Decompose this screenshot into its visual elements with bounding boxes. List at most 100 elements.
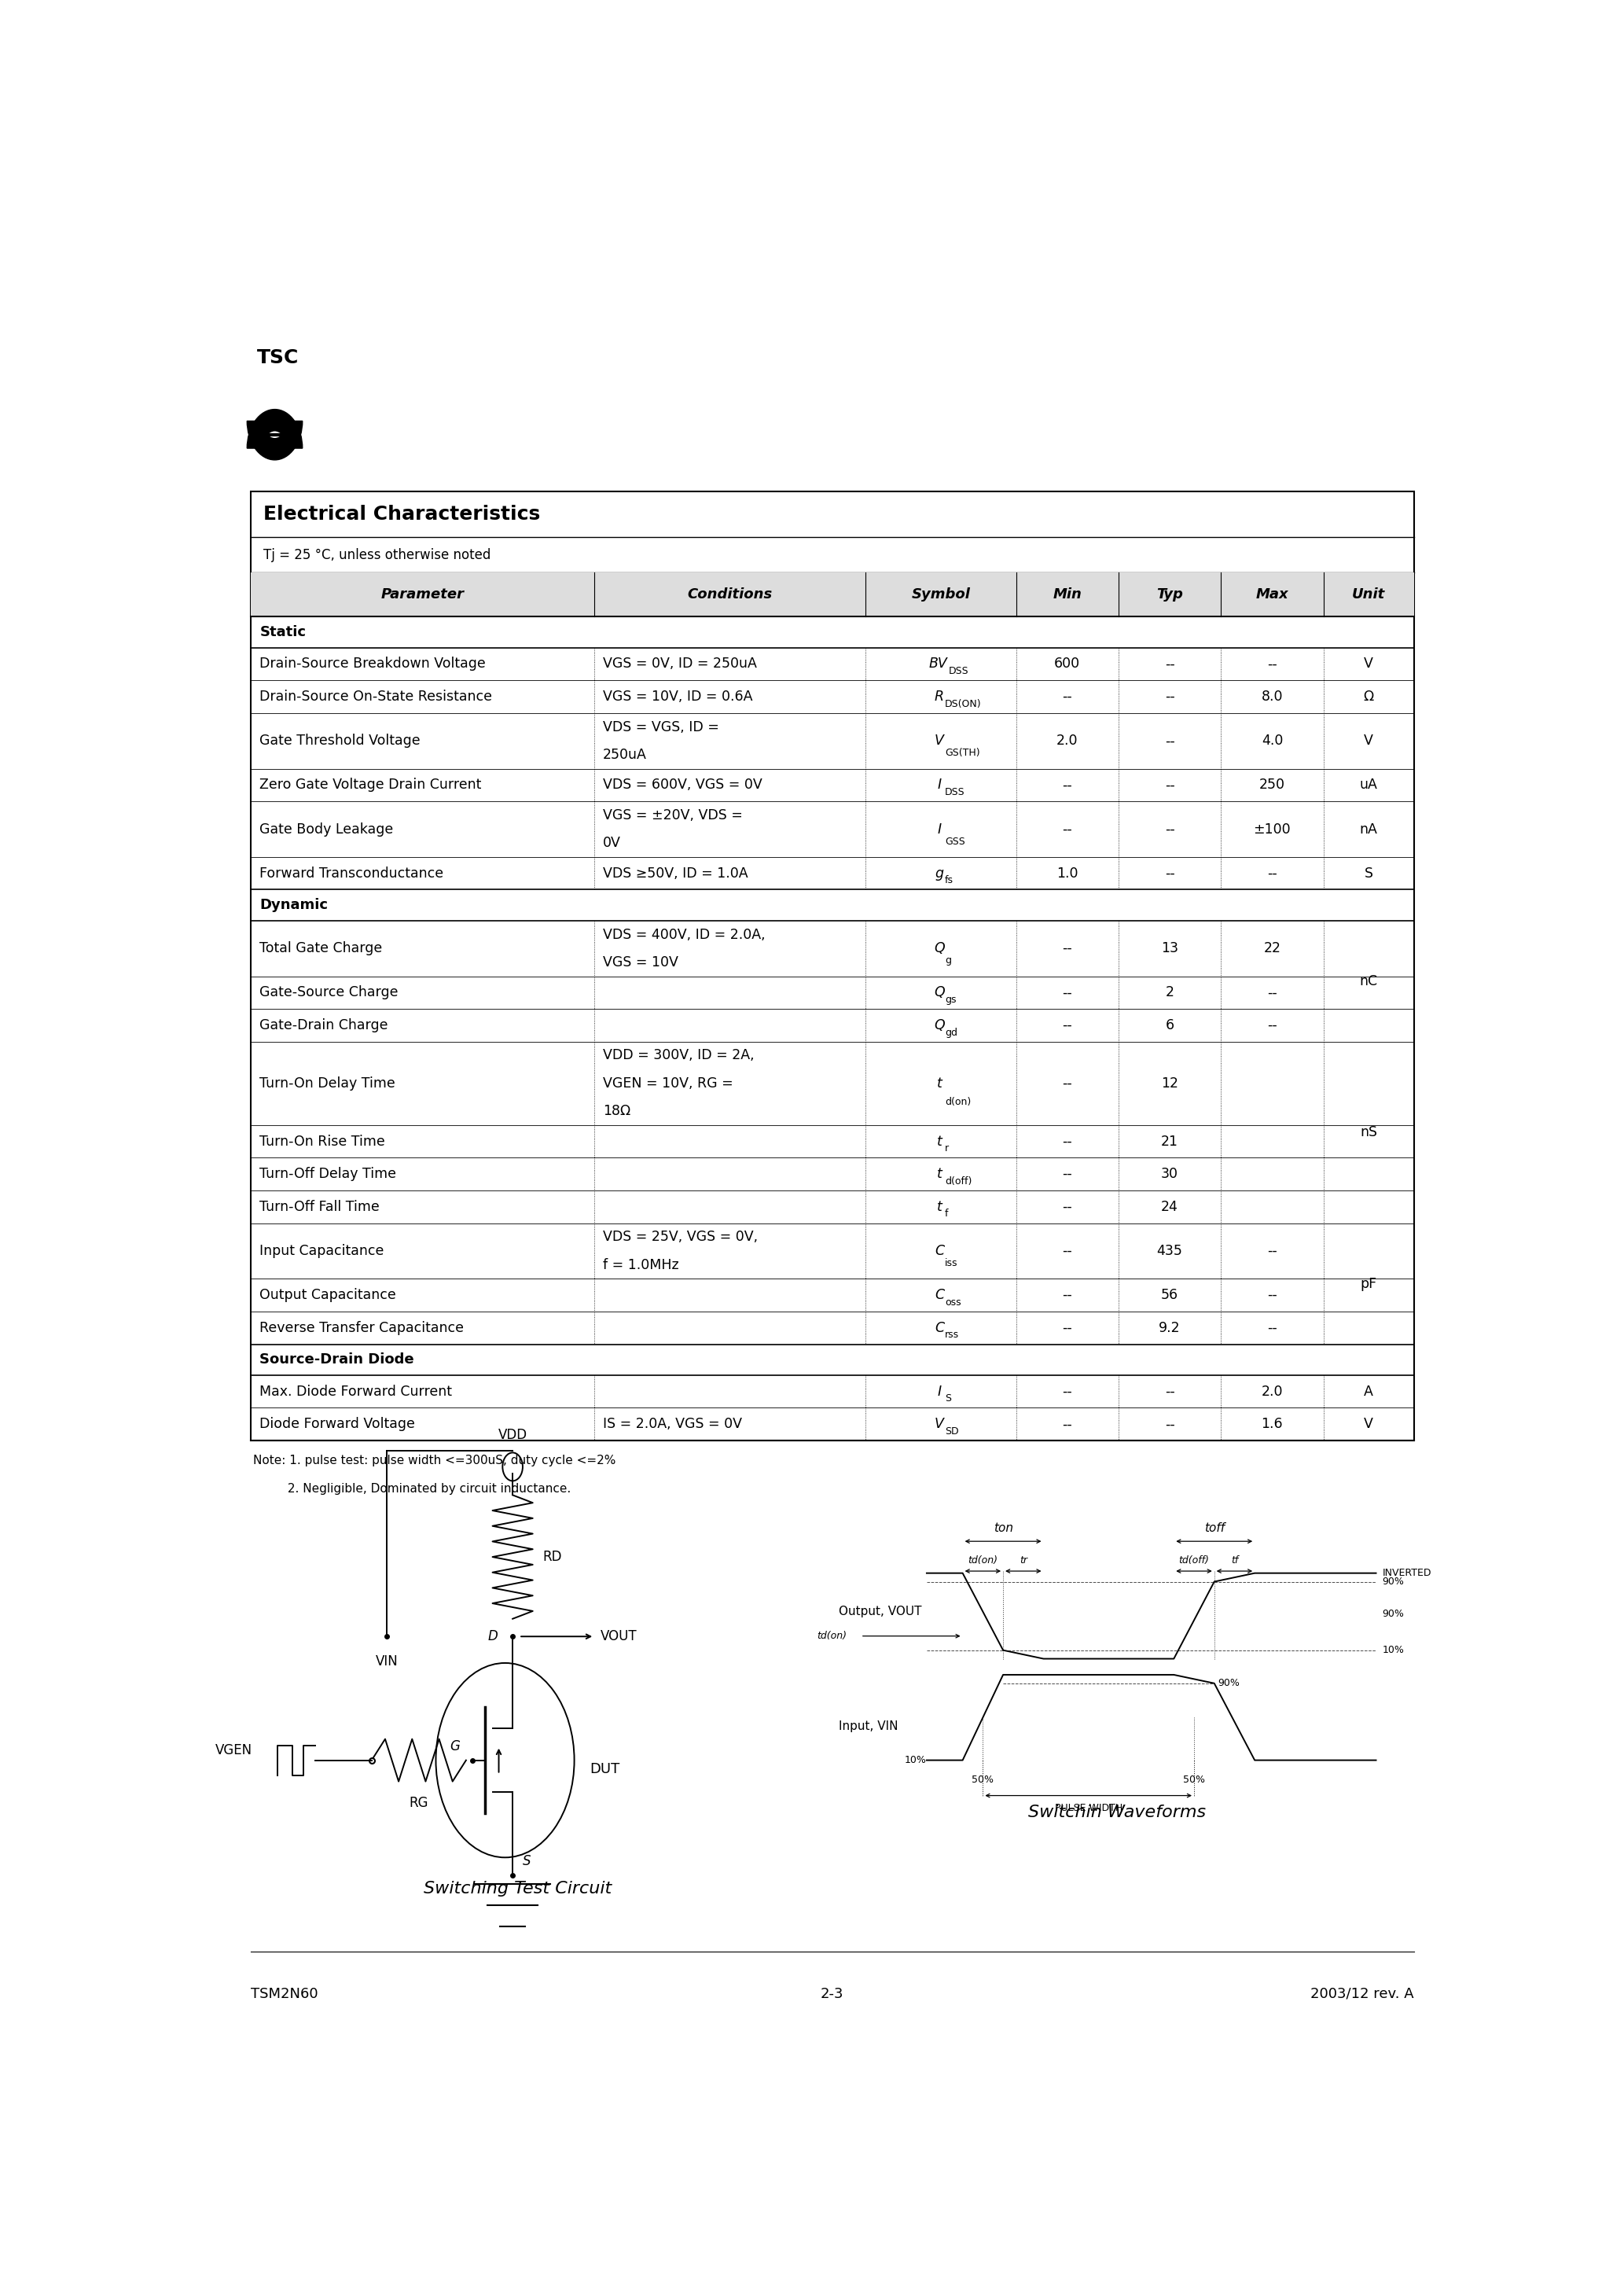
Text: 18Ω: 18Ω [603,1104,630,1118]
Text: VGS = ±20V, VDS =: VGS = ±20V, VDS = [603,808,742,822]
Text: --: -- [1267,985,1276,999]
Text: GS(TH): GS(TH) [945,748,979,758]
Text: VDS = 400V, ID = 2.0A,: VDS = 400V, ID = 2.0A, [603,928,765,941]
Text: INVERTED: INVERTED [1382,1568,1431,1577]
Text: PULSE WIDTH: PULSE WIDTH [1054,1802,1122,1814]
Text: Turn-Off Fall Time: Turn-Off Fall Time [260,1201,380,1215]
Text: Min: Min [1052,588,1082,602]
Text: 2.0: 2.0 [1262,1384,1283,1398]
Text: A: A [1364,1384,1374,1398]
Text: --: -- [1164,778,1174,792]
Wedge shape [247,420,302,459]
Text: Switchin Waveforms: Switchin Waveforms [1028,1805,1205,1821]
Text: --: -- [1164,1417,1174,1430]
Text: VGEN = 10V, RG =: VGEN = 10V, RG = [603,1077,734,1091]
Text: --: -- [1062,778,1072,792]
Text: t: t [937,1166,942,1180]
Text: d(off): d(off) [945,1176,971,1187]
Text: Note: 1. pulse test: pulse width <=300uS, duty cycle <=2%: Note: 1. pulse test: pulse width <=300uS… [253,1456,615,1467]
Text: DUT: DUT [590,1761,619,1777]
Text: 1.6: 1.6 [1262,1417,1283,1430]
Text: td(on): td(on) [817,1630,846,1642]
Text: ton: ton [994,1522,1013,1534]
Text: t: t [937,1077,942,1091]
Text: C: C [934,1288,944,1302]
Text: VIN: VIN [375,1653,398,1669]
Text: nA: nA [1359,822,1377,836]
Text: 21: 21 [1161,1134,1179,1148]
Text: 8.0: 8.0 [1262,689,1283,705]
Text: VDD: VDD [499,1428,528,1442]
Text: --: -- [1267,1244,1276,1258]
Text: 90%: 90% [1382,1577,1405,1587]
Text: d(on): d(on) [945,1097,971,1107]
Text: C: C [934,1244,944,1258]
Text: --: -- [1062,1384,1072,1398]
Text: 50%: 50% [971,1775,994,1784]
Text: --: -- [1062,1288,1072,1302]
Text: 9.2: 9.2 [1160,1320,1181,1334]
Text: Q: Q [934,985,945,999]
Text: tf: tf [1231,1557,1237,1566]
Text: 22: 22 [1263,941,1281,955]
Text: Gate-Source Charge: Gate-Source Charge [260,985,398,999]
Text: --: -- [1164,822,1174,836]
Text: Output, VOUT: Output, VOUT [838,1605,921,1619]
Text: --: -- [1062,689,1072,705]
Text: 30: 30 [1161,1166,1179,1180]
Text: 250: 250 [1259,778,1285,792]
Text: 2003/12 rev. A: 2003/12 rev. A [1311,1986,1415,2002]
Text: D: D [487,1630,497,1644]
Text: f = 1.0MHz: f = 1.0MHz [603,1258,679,1272]
Text: --: -- [1062,985,1072,999]
Text: --: -- [1164,657,1174,670]
Text: --: -- [1062,1417,1072,1430]
Text: g: g [935,866,944,879]
Text: VDS = 600V, VGS = 0V: VDS = 600V, VGS = 0V [603,778,763,792]
Text: VDS = 25V, VGS = 0V,: VDS = 25V, VGS = 0V, [603,1231,758,1244]
Text: Symbol: Symbol [911,588,970,602]
Text: SD: SD [945,1426,958,1437]
Text: --: -- [1164,1384,1174,1398]
Text: --: -- [1267,657,1276,670]
Text: Input, VIN: Input, VIN [838,1720,898,1731]
Text: Zero Gate Voltage Drain Current: Zero Gate Voltage Drain Current [260,778,482,792]
Text: 4.0: 4.0 [1262,735,1283,748]
Text: VGS = 10V, ID = 0.6A: VGS = 10V, ID = 0.6A [603,689,754,705]
Text: 12: 12 [1161,1077,1179,1091]
Text: td(off): td(off) [1179,1557,1210,1566]
Text: t: t [937,1201,942,1215]
Text: VGS = 10V: VGS = 10V [603,955,679,969]
Text: DS(ON): DS(ON) [945,698,981,709]
Text: Q: Q [934,941,945,955]
Text: --: -- [1164,866,1174,879]
Text: r: r [945,1143,948,1153]
Text: --: -- [1062,1134,1072,1148]
Text: --: -- [1267,866,1276,879]
Text: tr: tr [1020,1557,1028,1566]
Text: --: -- [1164,689,1174,705]
Text: nS: nS [1359,1125,1377,1139]
Text: ±100: ±100 [1254,822,1291,836]
Text: f: f [945,1210,948,1219]
Text: iss: iss [945,1258,958,1267]
Text: V: V [1364,657,1374,670]
Text: gd: gd [945,1026,958,1038]
Text: --: -- [1267,1288,1276,1302]
Text: V: V [1364,735,1374,748]
Text: 56: 56 [1161,1288,1179,1302]
Text: --: -- [1062,1017,1072,1033]
Text: Gate Body Leakage: Gate Body Leakage [260,822,393,836]
Text: 6: 6 [1166,1017,1174,1033]
Text: V: V [934,735,944,748]
Text: toff: toff [1203,1522,1224,1534]
Text: --: -- [1062,1077,1072,1091]
Text: Gate Threshold Voltage: Gate Threshold Voltage [260,735,421,748]
Text: GSS: GSS [945,836,965,847]
Text: BV: BV [929,657,947,670]
Text: fs: fs [945,875,953,886]
Text: Reverse Transfer Capacitance: Reverse Transfer Capacitance [260,1320,464,1334]
Text: --: -- [1062,1201,1072,1215]
Text: Source-Drain Diode: Source-Drain Diode [260,1352,414,1366]
Text: 250uA: 250uA [603,748,646,762]
